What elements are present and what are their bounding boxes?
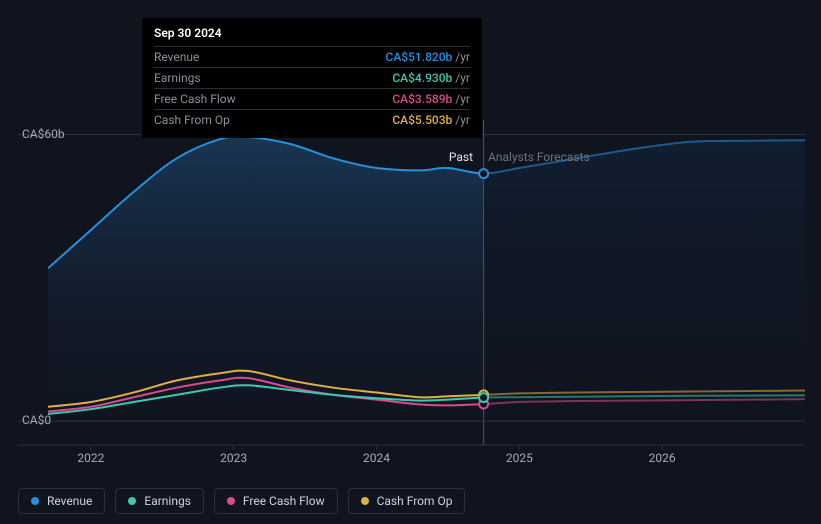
forecast-section-label: Analysts Forecasts bbox=[488, 150, 590, 164]
tooltip-metric-label: Earnings bbox=[154, 71, 201, 85]
legend-label: Revenue bbox=[47, 494, 92, 508]
tooltip-row: Earnings CA$4.930b/yr bbox=[154, 67, 470, 88]
legend-label: Earnings bbox=[144, 494, 191, 508]
legend-dot-icon bbox=[361, 497, 369, 505]
legend-item-cash-from-op[interactable]: Cash From Op bbox=[348, 488, 466, 514]
tooltip-metric-value: CA$4.930b bbox=[392, 71, 452, 85]
tooltip-suffix: /yr bbox=[455, 71, 470, 85]
chart-legend: Revenue Earnings Free Cash Flow Cash From O… bbox=[18, 488, 465, 514]
tooltip-metric-label: Revenue bbox=[154, 50, 199, 64]
x-axis-label: 2026 bbox=[649, 451, 676, 465]
legend-dot-icon bbox=[31, 497, 39, 505]
tooltip-row: Cash From Op CA$5.503b/yr bbox=[154, 109, 470, 130]
x-axis-label: 2025 bbox=[506, 451, 533, 465]
legend-item-earnings[interactable]: Earnings bbox=[115, 488, 204, 514]
tooltip-metric-value: CA$3.589b bbox=[392, 92, 452, 106]
tooltip-metric-label: Cash From Op bbox=[154, 113, 230, 127]
tooltip-row: Revenue CA$51.820b/yr bbox=[154, 46, 470, 67]
legend-label: Free Cash Flow bbox=[243, 494, 325, 508]
tooltip-suffix: /yr bbox=[455, 113, 470, 127]
legend-label: Cash From Op bbox=[377, 494, 453, 508]
legend-dot-icon bbox=[227, 497, 235, 505]
x-axis-label: 2023 bbox=[220, 451, 247, 465]
legend-dot-icon bbox=[128, 497, 136, 505]
tooltip-metric-value: CA$5.503b bbox=[392, 113, 452, 127]
y-axis-label: CA$0 bbox=[22, 413, 51, 427]
financial-chart: Sep 30 2024 RevenueCA$51.820b/yrEarnings… bbox=[0, 0, 821, 524]
x-axis-label: 2024 bbox=[363, 451, 390, 465]
tooltip-metric-value: CA$51.820b bbox=[386, 50, 453, 64]
tooltip-suffix: /yr bbox=[455, 50, 470, 64]
tooltip-suffix: /yr bbox=[455, 92, 470, 106]
y-axis-label: CA$60b bbox=[22, 127, 65, 141]
legend-item-revenue[interactable]: Revenue bbox=[18, 488, 105, 514]
tooltip-date: Sep 30 2024 bbox=[154, 26, 470, 46]
tooltip-metric-label: Free Cash Flow bbox=[154, 92, 236, 106]
chart-tooltip: Sep 30 2024 RevenueCA$51.820b/yrEarnings… bbox=[142, 18, 482, 138]
tooltip-row: Free Cash Flow CA$3.589b/yr bbox=[154, 88, 470, 109]
legend-item-free-cash-flow[interactable]: Free Cash Flow bbox=[214, 488, 338, 514]
past-section-label: Past bbox=[449, 150, 473, 164]
x-axis-label: 2022 bbox=[77, 451, 104, 465]
